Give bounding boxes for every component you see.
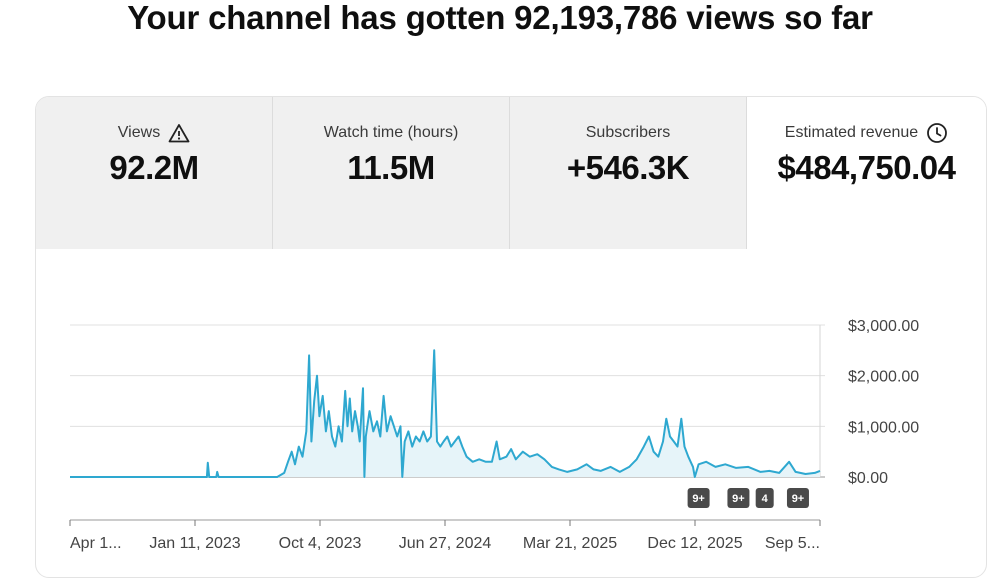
annotation-badge-label: 9+: [792, 493, 805, 505]
tab-revenue-value: $484,750.04: [777, 149, 956, 186]
tab-watch-time-value: 11.5M: [347, 149, 435, 186]
x-tick-label: Oct 4, 2023: [279, 535, 362, 552]
annotation-badge[interactable]: 9+: [687, 488, 710, 508]
annotation-badge-label: 9+: [692, 493, 705, 505]
tab-watch-time[interactable]: Watch time (hours) 11.5M: [273, 97, 510, 249]
tab-revenue-label: Estimated revenue: [784, 124, 919, 141]
y-tick-label: $3,000.00: [848, 318, 919, 335]
annotation-badge[interactable]: 9+: [786, 488, 809, 508]
warning-icon[interactable]: [168, 123, 190, 143]
tab-watch-time-label: Watch time (hours): [323, 124, 459, 141]
tab-views-value: 92.2M: [109, 149, 199, 186]
x-tick-label: Jan 11, 2023: [149, 535, 240, 552]
annotation-badge[interactable]: 9+: [727, 488, 750, 508]
tab-estimated-revenue[interactable]: Estimated revenue $484,750.04: [747, 97, 986, 249]
annotation-badge[interactable]: 4: [755, 488, 774, 508]
analytics-card: Views 92.2M Watch time (hours) 11.5M Sub…: [35, 96, 987, 578]
y-tick-label: $1,000.00: [848, 419, 919, 436]
metric-tabs: Views 92.2M Watch time (hours) 11.5M Sub…: [36, 97, 986, 249]
y-tick-label: $0.00: [848, 470, 888, 487]
revenue-chart[interactable]: $3,000.00 $2,000.00 $1,000.00 $0.00 Apr 1...…: [0, 0, 1000, 562]
x-tick-label: Mar 21, 2025: [523, 535, 617, 552]
annotation-badge-label: 4: [762, 493, 769, 505]
tab-subscribers-value: +546.3K: [566, 149, 690, 186]
annotation-badge-box: [755, 488, 774, 508]
tab-views[interactable]: Views 92.2M: [36, 97, 273, 249]
x-tick-label: Dec 12, 2025: [647, 535, 742, 552]
annotation-badge-box: [786, 488, 809, 508]
annotation-badge-box: [727, 488, 750, 508]
x-tick-label: Jun 27, 2024: [399, 535, 492, 552]
x-tick-label: Sep 5...: [765, 535, 820, 552]
page-headline: Your channel has gotten 92,193,786 views…: [127, 0, 873, 36]
series-area: [70, 350, 820, 477]
tab-subscribers[interactable]: Subscribers +546.3K: [510, 97, 747, 249]
annotation-badge-label: 9+: [732, 493, 745, 505]
x-tick-label: Apr 1...: [70, 535, 122, 552]
annotation-badge-box: [687, 488, 710, 508]
tab-subscribers-label: Subscribers: [585, 124, 671, 141]
y-tick-label: $2,000.00: [848, 369, 919, 386]
series-line: [70, 349, 821, 478]
tab-views-label: Views: [117, 124, 161, 141]
clock-icon[interactable]: [926, 122, 948, 144]
